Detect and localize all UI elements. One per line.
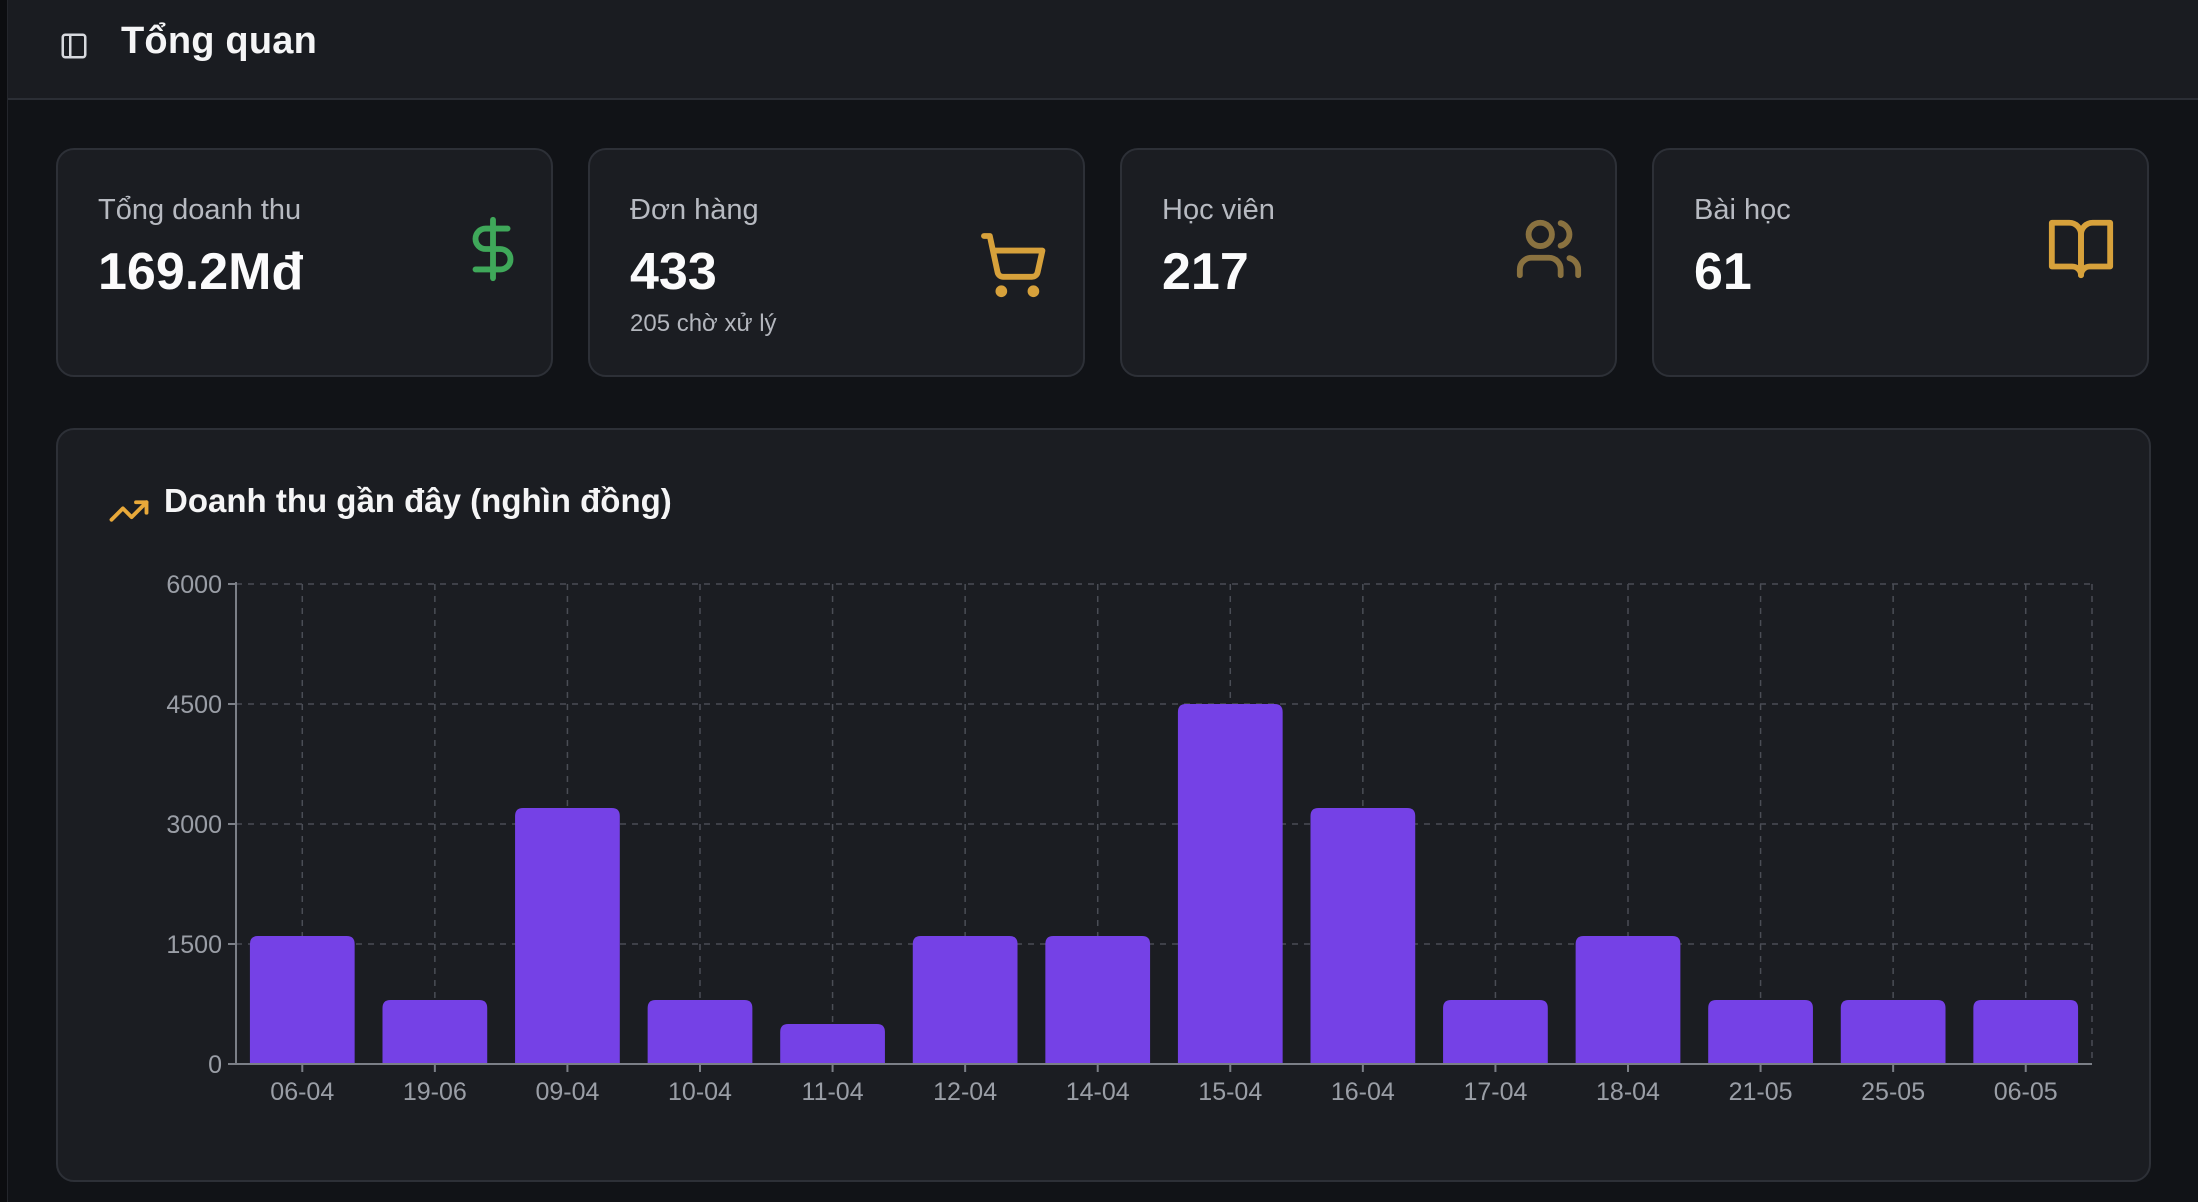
- x-tick-label: 11-04: [802, 1078, 864, 1106]
- x-tick-label: 19-06: [403, 1078, 467, 1106]
- dollar-icon: [472, 216, 514, 282]
- x-tick-label: 14-04: [1066, 1078, 1130, 1106]
- bar-16-04: [1310, 808, 1416, 1064]
- bar-21-05: [1708, 1000, 1813, 1064]
- x-tick-label: 12-04: [933, 1078, 997, 1106]
- cart-icon: [981, 233, 1046, 298]
- bar-12-04: [912, 936, 1018, 1064]
- y-tick-label: 1500: [166, 931, 222, 959]
- stat-label: Tổng doanh thu: [98, 194, 302, 226]
- bar-15-04: [1177, 704, 1283, 1064]
- stat-card-students: Học viên 217: [1120, 148, 1617, 377]
- bar-10-04: [647, 1000, 753, 1064]
- x-tick-label: 06-04: [270, 1078, 334, 1106]
- book-icon: [2048, 219, 2114, 279]
- x-tick-label: 21-05: [1729, 1078, 1793, 1106]
- sidebar-collapsed-edge: [0, 0, 8, 1202]
- y-tick-label: 6000: [166, 571, 222, 599]
- page-title: Tổng quan: [121, 20, 317, 62]
- x-tick-label: 25-05: [1861, 1078, 1925, 1106]
- stat-value: 61: [1694, 243, 1752, 301]
- stat-label: Đơn hàng: [630, 194, 759, 226]
- bar-19-06: [382, 1000, 488, 1064]
- stat-label: Bài học: [1694, 194, 1791, 226]
- y-tick-label: 0: [208, 1051, 222, 1079]
- chart-title: Doanh thu gần đây (nghìn đồng): [164, 482, 672, 519]
- stat-card-revenue: Tổng doanh thu 169.2Mđ: [56, 148, 553, 377]
- users-icon: [1516, 219, 1582, 279]
- y-tick-label: 4500: [166, 691, 222, 719]
- bar-25-05: [1840, 1000, 1946, 1064]
- bar-06-05: [1973, 1000, 2079, 1064]
- x-tick-label: 10-04: [668, 1078, 732, 1106]
- bar-06-04: [249, 936, 355, 1064]
- bar-17-04: [1443, 1000, 1548, 1064]
- revenue-chart-card: Doanh thu gần đây (nghìn đồng) 0 1500 3000…: [56, 428, 2151, 1182]
- bar-14-04: [1045, 936, 1151, 1064]
- bar-18-04: [1575, 936, 1681, 1064]
- stat-value: 217: [1162, 243, 1249, 301]
- stat-label: Học viên: [1162, 194, 1275, 226]
- x-tick-label: 15-04: [1198, 1078, 1262, 1106]
- sidebar-toggle-icon: [61, 33, 87, 59]
- stat-card-lessons: Bài học 61: [1652, 148, 2149, 377]
- stat-value: 169.2Mđ: [98, 243, 304, 301]
- sidebar-toggle-button[interactable]: [52, 24, 96, 68]
- x-tick-label: 17-04: [1463, 1078, 1527, 1106]
- x-tick-label: 09-04: [535, 1078, 599, 1106]
- bar-11-04: [780, 1024, 885, 1064]
- stat-value: 433: [630, 243, 717, 301]
- bar-09-04: [515, 808, 620, 1064]
- x-tick-label: 06-05: [1994, 1078, 2058, 1106]
- top-header: Tổng quan: [8, 0, 2198, 100]
- y-tick-label: 3000: [166, 811, 222, 839]
- bar-chart: 0 1500 3000 4500 6000 06-04 19-06 09-04 10-04 11-…: [166, 571, 2093, 1106]
- trending-up-icon: [109, 500, 149, 522]
- stat-subtext: 205 chờ xử lý: [630, 310, 777, 337]
- x-tick-label: 18-04: [1596, 1078, 1660, 1106]
- stat-card-orders: Đơn hàng 433 205 chờ xử lý: [588, 148, 1085, 377]
- x-tick-label: 16-04: [1331, 1078, 1395, 1106]
